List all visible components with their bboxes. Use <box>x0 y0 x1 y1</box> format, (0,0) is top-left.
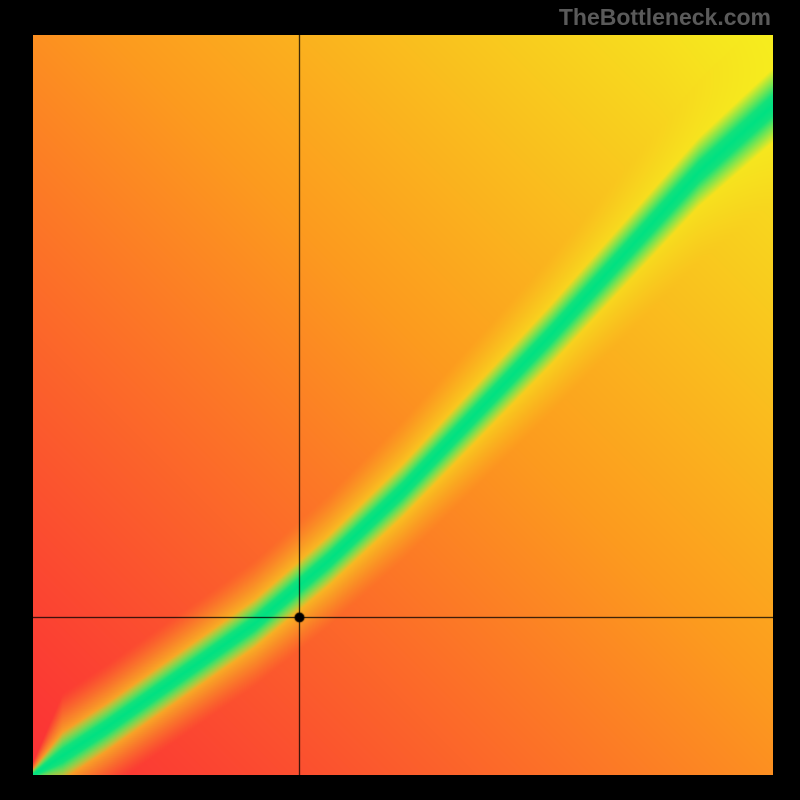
bottleneck-heatmap <box>33 35 773 775</box>
watermark-text: TheBottleneck.com <box>559 4 771 31</box>
